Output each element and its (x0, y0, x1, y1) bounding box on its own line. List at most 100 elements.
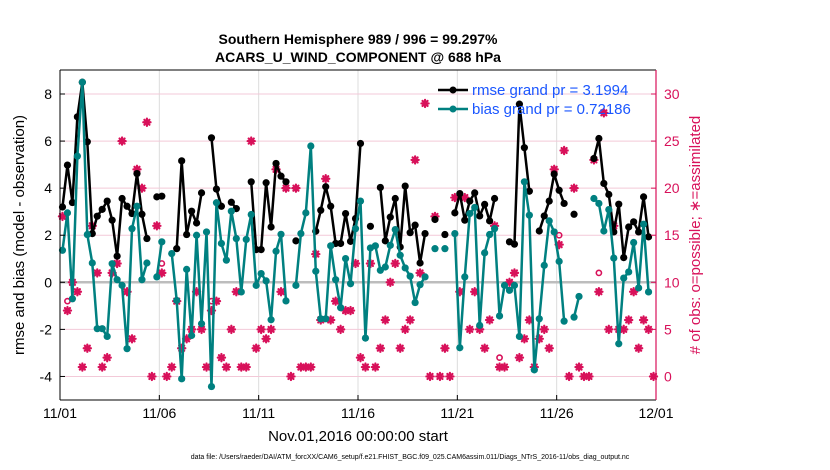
asterisk-stroke (570, 184, 578, 192)
assimilated-count-marker (301, 362, 311, 372)
asterisk-stroke (634, 344, 643, 352)
x-tick-label: 11/26 (540, 405, 574, 421)
asterisk-stroke (461, 193, 469, 202)
y2-tick-label: 0 (664, 368, 672, 384)
bias-point (93, 325, 101, 333)
y-tick-label: -2 (40, 321, 53, 337)
bias-point (143, 259, 151, 267)
assimilated-count-marker (623, 315, 634, 325)
rmse-point (639, 193, 648, 201)
legend-bias-label: bias grand pr = 0.72186 (472, 101, 631, 118)
asterisk-stroke (63, 306, 72, 315)
asterisk-stroke (302, 363, 310, 371)
bias-point (63, 209, 72, 217)
bias-line-segment (170, 201, 288, 388)
assimilated-count-marker (221, 362, 232, 372)
rmse-point (197, 189, 206, 197)
asterisk-stroke (575, 363, 583, 371)
rmse-point (317, 206, 325, 214)
bias-point (441, 245, 449, 253)
rmse-point (590, 154, 598, 163)
plot-area (57, 78, 659, 391)
assimilated-count-marker (246, 136, 256, 146)
assimilated-count-marker (484, 315, 495, 325)
asterisk-stroke (242, 363, 250, 371)
asterisk-stroke (202, 363, 211, 371)
assimilated-count-marker (226, 324, 237, 335)
bias-line-segment (453, 180, 566, 372)
possible-count-marker (496, 354, 503, 362)
asterisk-stroke (451, 193, 459, 202)
asterisk-stroke (644, 325, 653, 334)
rmse-point (103, 197, 111, 205)
asterisk-stroke (446, 372, 454, 381)
rmse-point (535, 227, 543, 235)
y-tick-label: 0 (44, 274, 52, 290)
rmse-point (441, 230, 449, 239)
bias-line-segment (61, 80, 149, 350)
assimilated-count-marker (147, 371, 157, 382)
rmse-line-segment (508, 102, 531, 246)
assimilated-count-marker (92, 268, 102, 278)
asterisk-stroke (356, 354, 365, 362)
y-axis-label: rmse and bias (model - observation) (11, 115, 28, 355)
bias-point (595, 199, 603, 208)
assimilated-count-marker (201, 362, 212, 372)
rmse-point (217, 202, 226, 210)
asterisk-stroke (371, 363, 380, 371)
rmse-point (635, 228, 643, 236)
rmse-point (183, 230, 191, 239)
asterisk-stroke (327, 316, 335, 324)
asterisk-stroke (580, 372, 588, 381)
rmse-point (58, 203, 67, 211)
bias-point (635, 284, 643, 292)
assimilated-count-marker (57, 211, 68, 222)
asterisk-stroke (58, 212, 67, 221)
bias-point (168, 249, 176, 258)
asterisk-stroke (386, 278, 394, 286)
asterisk-stroke (351, 259, 360, 268)
rmse-point (257, 245, 265, 254)
bias-point (620, 274, 628, 282)
y2-tick-label: 30 (664, 86, 680, 102)
asterisk-stroke (332, 297, 340, 305)
bias-point (431, 245, 439, 253)
assimilated-count-marker (256, 324, 266, 335)
legend-rmse-label: rmse grand pr = 3.1994 (472, 82, 628, 99)
bias-point (98, 325, 106, 333)
bias-point (575, 292, 583, 301)
rmse-point (525, 187, 533, 195)
x-tick-label: 11/01 (43, 405, 77, 421)
assimilated-count-marker (97, 362, 107, 372)
assimilated-count-marker (385, 277, 395, 288)
y2-tick-label: 20 (664, 180, 680, 196)
bias-point (550, 228, 558, 236)
asterisk-stroke (217, 354, 226, 362)
asterisk-stroke (277, 288, 285, 296)
bias-point (173, 296, 181, 305)
assimilated-count-marker (266, 324, 276, 335)
asterisk-stroke (232, 288, 240, 296)
bias-point (520, 178, 528, 186)
bias-point (401, 264, 409, 272)
bias-point (138, 276, 146, 284)
asterisk-stroke (545, 344, 553, 352)
bias-point (327, 242, 335, 250)
bias-point (217, 239, 226, 248)
rmse-point (113, 252, 121, 260)
asterisk-stroke (247, 137, 255, 145)
rmse-point (173, 245, 181, 253)
asterisk-stroke (153, 222, 161, 230)
y2-tick-label: 10 (664, 274, 680, 290)
x-tick-label: 11/21 (440, 405, 474, 421)
rmse-point (515, 100, 524, 108)
rmse-point (376, 183, 384, 192)
rmse-point (391, 194, 399, 203)
bias-point (381, 263, 389, 271)
asterisk-stroke (595, 288, 603, 296)
rmse-point (545, 197, 553, 205)
rmse-line-segment (592, 137, 650, 259)
assimilated-count-marker (420, 98, 430, 109)
asterisk-stroke (148, 372, 156, 381)
